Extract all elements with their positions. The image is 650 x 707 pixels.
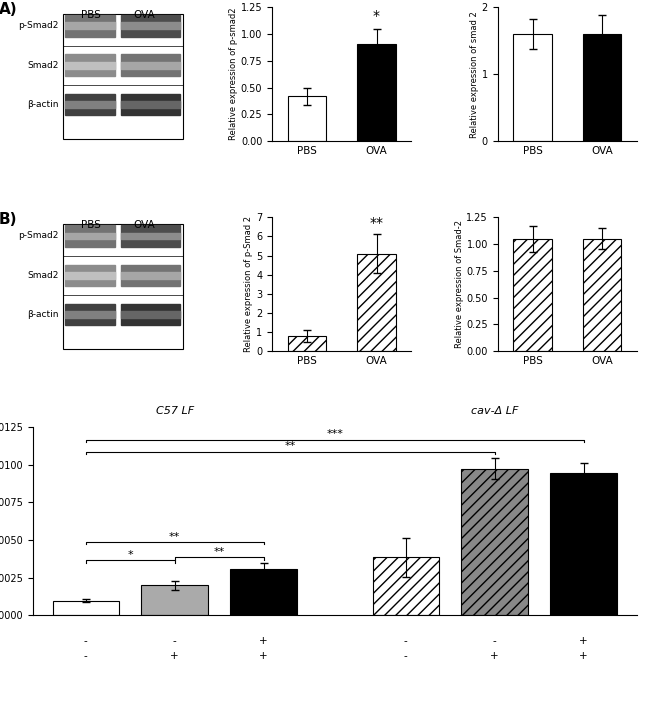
Bar [514,34,552,141]
Bar [514,239,552,351]
Text: -: - [173,636,177,646]
Text: B): B) [0,212,18,227]
Bar [64,272,115,279]
Bar [122,264,179,286]
Bar [64,62,115,69]
Text: p-Smad2: p-Smad2 [18,231,58,240]
Text: A): A) [0,1,18,17]
Bar [64,311,115,318]
Y-axis label: Relative expression of p-Smad 2: Relative expression of p-Smad 2 [244,216,254,352]
Bar [63,224,183,349]
Text: C57 LF: C57 LF [155,406,194,416]
Bar [64,54,115,76]
Bar [122,226,179,247]
Bar [230,568,297,615]
Bar [122,101,179,108]
Text: OVA: OVA [133,10,155,20]
Bar [64,23,115,29]
Bar [288,336,326,351]
Bar [64,226,115,247]
Text: -: - [404,651,408,662]
Bar [122,54,179,76]
Text: ***: *** [326,429,343,439]
Text: β-actin: β-actin [27,310,58,319]
Bar [372,557,439,615]
Text: **: ** [169,532,180,542]
Text: OVA: OVA [133,220,155,230]
Bar [122,62,179,69]
Text: +: + [579,636,588,646]
Text: p-Smad2: p-Smad2 [18,21,58,30]
Bar [64,15,115,37]
Bar [63,13,183,139]
Bar [462,469,528,615]
Bar [122,233,179,240]
Bar [64,264,115,286]
Bar [122,23,179,29]
Text: **: ** [370,216,384,230]
Bar [551,473,617,615]
Text: +: + [259,636,268,646]
Bar [122,304,179,325]
Text: *: * [373,9,380,23]
Bar [288,96,326,141]
Text: Smad2: Smad2 [27,61,58,70]
Text: +: + [579,651,588,662]
Bar [53,601,119,615]
Bar [583,239,621,351]
Bar [358,44,396,141]
Bar [122,272,179,279]
Text: Smad2: Smad2 [27,271,58,280]
Bar [64,101,115,108]
Text: **: ** [214,547,225,556]
Text: -: - [493,636,497,646]
Text: cav-Δ LF: cav-Δ LF [471,406,519,416]
Bar [64,304,115,325]
Bar [583,34,621,141]
Bar [64,94,115,115]
Text: PBS: PBS [81,220,101,230]
Text: PBS: PBS [81,10,101,20]
Text: -: - [84,651,88,662]
Text: **: ** [285,441,296,451]
Bar [122,94,179,115]
Y-axis label: Relative expression of p-smad2: Relative expression of p-smad2 [229,8,238,141]
Bar [64,233,115,240]
Bar [142,585,208,615]
Text: -: - [84,636,88,646]
Y-axis label: Relative expression of smad 2: Relative expression of smad 2 [470,11,479,137]
Bar [122,311,179,318]
Y-axis label: Relative expression of Smad-2: Relative expression of Smad-2 [454,221,463,349]
Bar [122,15,179,37]
Text: *: * [127,549,133,559]
Text: +: + [491,651,499,662]
Text: +: + [259,651,268,662]
Text: +: + [170,651,179,662]
Text: -: - [404,636,408,646]
Bar [358,254,396,351]
Text: β-actin: β-actin [27,100,58,109]
